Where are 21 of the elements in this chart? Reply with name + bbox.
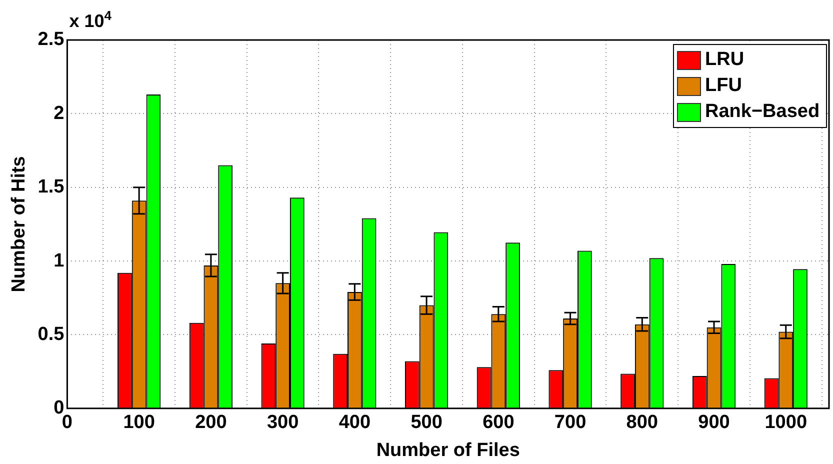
legend-label: Rank−Based [705, 101, 820, 123]
x-tick-label: 800 [626, 412, 658, 434]
legend-label: LRU [705, 49, 744, 71]
text: x 10$^{4}$ [69, 8, 112, 32]
y-tick-label: 1 [54, 250, 65, 272]
legend-label: LFU [705, 75, 742, 97]
x-tick-label: 1000 [764, 412, 808, 434]
x-tick-label: 700 [554, 412, 586, 434]
y-tick-label: 2 [54, 102, 64, 124]
x-axis-title: Number of Files [376, 440, 520, 461]
x-tick-label: 100 [123, 412, 155, 434]
x-tick-label: 900 [698, 412, 730, 434]
x-tick-label: 600 [482, 412, 514, 434]
x-tick-label: 500 [410, 412, 442, 434]
y-tick-label: 1.5 [38, 176, 65, 198]
x-tick-label: 200 [195, 412, 227, 434]
x-tick-label: 300 [266, 412, 299, 434]
y-axis-title: Number of Hits [8, 156, 30, 292]
x-tick-label: 400 [338, 412, 371, 434]
y-tick-label: 2.5 [38, 29, 65, 50]
y-tick-label: 0.5 [38, 324, 65, 345]
